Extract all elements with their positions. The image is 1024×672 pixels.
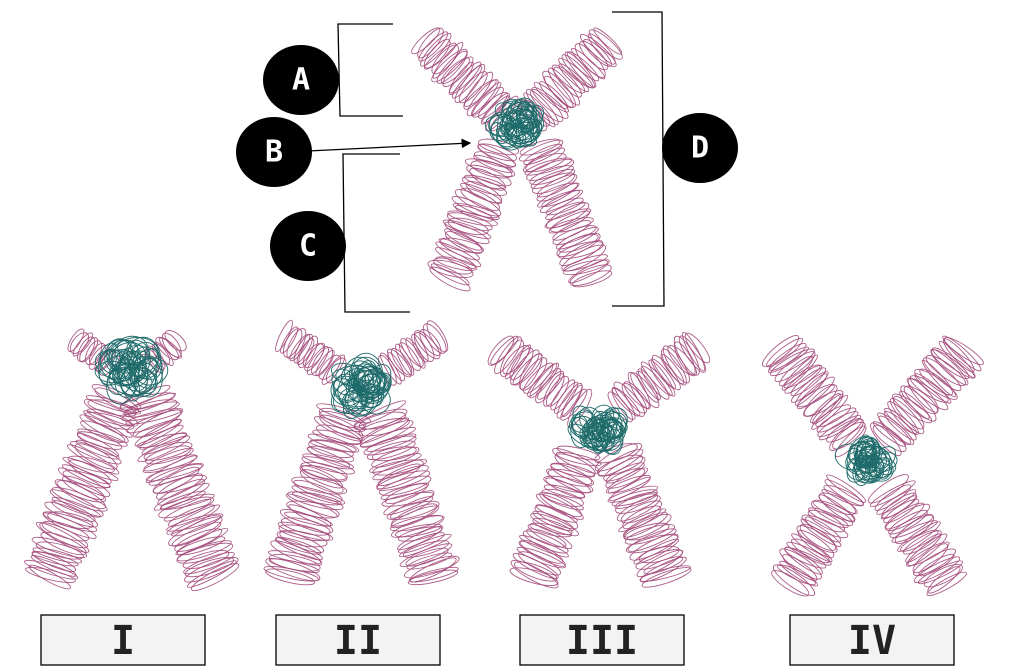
- main-upper-right-arm: [519, 27, 623, 132]
- chromosome-option-i: [23, 328, 240, 592]
- marker-b: B: [236, 117, 312, 187]
- bracket-c: [342, 153, 410, 313]
- main-upper-left-arm: [411, 27, 520, 132]
- option-i-lower-left-arm: [23, 384, 142, 590]
- chromosome-option-ii: [263, 319, 460, 586]
- option-iv-centromere: [834, 434, 898, 487]
- option-ii-lower-left-arm: [263, 403, 371, 586]
- chromosome-option-iii: [487, 331, 711, 589]
- option-ii-upper-right-arm: [377, 320, 449, 386]
- marker-c: C: [270, 211, 346, 281]
- main-lower-left-arm: [427, 138, 520, 292]
- option-iv-upper-left-arm: [761, 335, 867, 458]
- option-iv-upper-right-arm: [870, 335, 984, 457]
- main-centromere: [484, 97, 545, 151]
- option-ii-centromere: [330, 352, 392, 420]
- marker-b-label: B: [265, 135, 283, 170]
- option-iv-lower-right-arm: [867, 474, 967, 597]
- bracket-d: [612, 11, 665, 307]
- option-box-iii[interactable]: III: [519, 614, 685, 666]
- option-iii-centromere: [567, 404, 628, 455]
- option-ii-upper-left-arm: [275, 319, 347, 385]
- option-iii-lower-right-arm: [594, 442, 692, 588]
- marker-d: D: [662, 113, 738, 183]
- option-iii-lower-left-arm: [509, 445, 602, 589]
- option-iv-lower-left-arm: [771, 474, 867, 597]
- option-iii-upper-left-arm: [487, 335, 593, 428]
- option-box-ii[interactable]: II: [275, 614, 441, 666]
- chromosome-option-iv: [761, 335, 984, 597]
- marker-c-label: C: [299, 229, 317, 264]
- option-label-ii: II: [334, 618, 382, 664]
- option-i-centromere: [94, 335, 169, 405]
- marker-d-label: D: [691, 131, 709, 166]
- pointer-arrow-b: [307, 138, 472, 152]
- option-box-i[interactable]: I: [40, 614, 206, 666]
- option-i-upper-right-arm: [139, 330, 187, 375]
- option-ii-lower-right-arm: [353, 400, 460, 586]
- option-iii-upper-right-arm: [607, 331, 711, 423]
- option-label-iii: III: [566, 618, 638, 664]
- main-lower-right-arm: [518, 138, 613, 288]
- main-chromosome: [411, 27, 623, 292]
- option-i-lower-right-arm: [119, 385, 240, 592]
- bracket-a: [337, 23, 403, 117]
- option-box-iv[interactable]: IV: [789, 614, 955, 666]
- marker-a-label: A: [292, 63, 310, 98]
- marker-a: A: [263, 45, 339, 115]
- option-label-i: I: [111, 618, 135, 664]
- option-label-iv: IV: [848, 618, 896, 664]
